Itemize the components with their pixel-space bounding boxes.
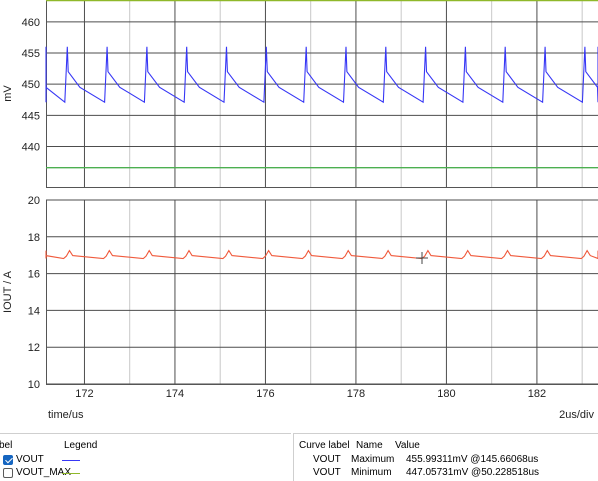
legend-panel: bel Legend VOUT VOUT_MAX [0,433,291,481]
x-tick-label: 176 [256,388,274,400]
y-tick-label: 460 [22,17,40,29]
vout-max-checkbox[interactable] [3,468,13,478]
series-iout [45,249,598,260]
current-axis-label: IOUT / A [2,270,14,313]
vout-max-legend-swatch [62,473,80,474]
measure-value: 447.05731mV @50.228518us [406,467,540,478]
x-tick-label: 180 [437,388,455,400]
y-tick-label: 455 [22,48,40,60]
y-tick-label: 14 [28,305,40,317]
time-axis-label: time/us [48,409,84,421]
series-vout [45,46,598,104]
vout-legend-swatch [62,460,80,461]
y-tick-label: 18 [28,232,40,244]
y-tick-label: 12 [28,342,40,354]
y-tick-label: 440 [22,141,40,153]
measure-curve: VOUT [313,467,341,478]
legend-header-legend: Legend [64,440,98,451]
legend-row-label: VOUT [16,454,44,465]
legend-row-vout[interactable]: VOUT [0,453,291,467]
measure-header-name: Name [356,440,383,451]
crosshair-cursor [416,252,428,264]
x-tick-label: 174 [166,388,184,400]
y-tick-label: 445 [22,110,40,122]
legend-row-label: VOUT_MAX [16,467,72,478]
measure-header-value: Value [395,440,420,451]
measure-value: 455.99311mV @145.66068us [406,454,539,465]
measurement-panel: Curve label Name Value VOUT Maximum 455.… [293,433,598,481]
measure-header-curve: Curve label [299,440,350,451]
measure-row-maximum[interactable]: VOUT Maximum 455.99311mV @145.66068us [294,454,598,468]
legend-row-vout-max[interactable]: VOUT_MAX [0,466,291,480]
x-tick-label: 178 [347,388,365,400]
y-tick-label: 16 [28,269,40,281]
x-tick-label: 182 [528,388,546,400]
measure-name: Minimum [351,467,392,478]
voltage-grid [46,0,598,188]
y-tick-label: 20 [28,195,40,207]
vout-checkbox[interactable] [3,455,13,465]
y-tick-label: 10 [28,379,40,391]
measure-row-minimum[interactable]: VOUT Minimum 447.05731mV @50.228518us [294,467,598,481]
time-scale-label: 2us/div [559,409,594,421]
measure-name: Maximum [351,454,395,465]
current-grid [46,199,598,385]
x-tick-label: 172 [75,388,93,400]
legend-header-label: bel [0,440,13,451]
voltage-axis-label: mV [2,85,14,102]
waveform-viewer[interactable]: 440 445 450 455 460 10 12 14 16 18 20 172 174 176 178 1… [0,0,598,432]
measure-curve: VOUT [313,454,341,465]
waveform-traces [45,0,598,260]
y-tick-label: 450 [22,79,40,91]
axis-labels: 440 445 450 455 460 10 12 14 16 18 20 172 174 176 178 1… [2,17,594,421]
